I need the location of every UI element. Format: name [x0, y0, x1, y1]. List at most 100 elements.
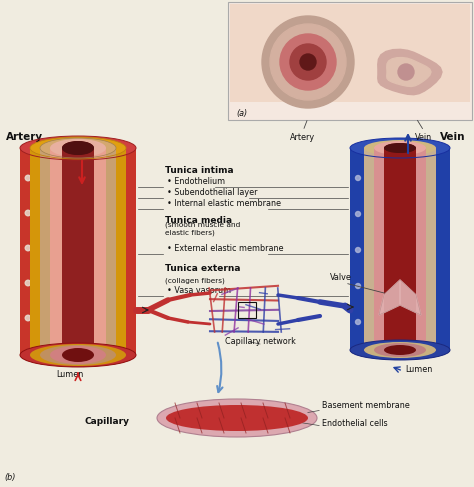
Bar	[20, 148, 136, 355]
Polygon shape	[378, 49, 442, 94]
Text: • External elastic membrane: • External elastic membrane	[167, 244, 283, 253]
Ellipse shape	[384, 345, 416, 355]
Ellipse shape	[40, 345, 116, 365]
Circle shape	[374, 247, 379, 252]
Ellipse shape	[40, 345, 116, 365]
Ellipse shape	[20, 343, 136, 367]
Circle shape	[61, 245, 67, 251]
Circle shape	[79, 280, 85, 286]
Text: • Vasa vasorum: • Vasa vasorum	[167, 286, 231, 295]
Circle shape	[374, 211, 379, 217]
Text: Tunica media: Tunica media	[165, 216, 232, 225]
Ellipse shape	[384, 143, 416, 153]
Circle shape	[356, 319, 361, 324]
Ellipse shape	[157, 399, 317, 437]
Text: Capillary network: Capillary network	[225, 337, 295, 346]
Text: Vein: Vein	[440, 132, 465, 142]
Ellipse shape	[364, 140, 436, 156]
Ellipse shape	[20, 136, 136, 160]
Ellipse shape	[374, 343, 426, 357]
Circle shape	[290, 44, 326, 80]
Ellipse shape	[30, 137, 126, 159]
Circle shape	[43, 245, 49, 251]
Text: Basement membrane: Basement membrane	[322, 401, 410, 410]
Polygon shape	[387, 57, 431, 87]
Bar	[30, 148, 126, 355]
Text: (a): (a)	[236, 109, 247, 118]
Circle shape	[25, 175, 31, 181]
Text: Vein: Vein	[415, 133, 433, 142]
Text: Tunica externa: Tunica externa	[165, 264, 240, 273]
Text: • Internal elastic membrane: • Internal elastic membrane	[167, 199, 281, 208]
Circle shape	[25, 350, 31, 356]
Circle shape	[25, 315, 31, 321]
Bar	[50, 148, 106, 355]
Ellipse shape	[62, 348, 94, 362]
Circle shape	[79, 210, 85, 216]
Bar	[230, 4, 470, 102]
Circle shape	[398, 64, 414, 80]
Text: Lumen: Lumen	[405, 365, 432, 374]
Ellipse shape	[20, 343, 136, 367]
Circle shape	[356, 283, 361, 288]
Circle shape	[392, 319, 396, 324]
Text: Lumen: Lumen	[56, 370, 83, 379]
Circle shape	[61, 350, 67, 356]
Ellipse shape	[62, 141, 94, 155]
Circle shape	[61, 315, 67, 321]
Circle shape	[25, 210, 31, 216]
Polygon shape	[400, 280, 421, 315]
Circle shape	[356, 211, 361, 217]
Ellipse shape	[364, 342, 436, 358]
Circle shape	[280, 34, 336, 90]
Circle shape	[392, 175, 396, 181]
Bar	[384, 148, 416, 350]
Text: (collagen fibers): (collagen fibers)	[165, 277, 225, 283]
Ellipse shape	[384, 345, 416, 355]
Circle shape	[262, 16, 354, 108]
Circle shape	[25, 280, 31, 286]
Circle shape	[61, 280, 67, 286]
Bar	[228, 2, 472, 120]
Bar	[62, 148, 94, 355]
Polygon shape	[379, 280, 400, 315]
Circle shape	[25, 245, 31, 251]
Bar	[350, 148, 450, 350]
Bar	[40, 148, 116, 355]
Ellipse shape	[30, 344, 126, 366]
Circle shape	[43, 210, 49, 216]
Ellipse shape	[50, 139, 106, 157]
Bar	[364, 148, 436, 350]
Circle shape	[392, 247, 396, 252]
Text: • Subendothelial layer: • Subendothelial layer	[167, 188, 257, 197]
Circle shape	[356, 247, 361, 252]
Ellipse shape	[350, 340, 450, 360]
Circle shape	[392, 283, 396, 288]
Circle shape	[270, 24, 346, 100]
Ellipse shape	[350, 138, 450, 158]
Text: Endothelial cells: Endothelial cells	[322, 419, 388, 428]
Ellipse shape	[50, 346, 106, 364]
Circle shape	[79, 245, 85, 251]
Circle shape	[374, 175, 379, 181]
Ellipse shape	[50, 346, 106, 364]
Circle shape	[79, 175, 85, 181]
Bar	[374, 148, 426, 350]
Circle shape	[79, 315, 85, 321]
Text: Artery: Artery	[6, 132, 43, 142]
Text: (smooth muscle and
elastic fibers): (smooth muscle and elastic fibers)	[165, 222, 240, 236]
Circle shape	[43, 280, 49, 286]
Circle shape	[61, 175, 67, 181]
Circle shape	[79, 350, 85, 356]
Circle shape	[43, 315, 49, 321]
Ellipse shape	[30, 344, 126, 366]
Ellipse shape	[166, 405, 308, 431]
Ellipse shape	[62, 141, 94, 155]
Ellipse shape	[384, 143, 416, 153]
Text: Tunica intima: Tunica intima	[165, 166, 234, 175]
Text: Valve: Valve	[330, 273, 352, 282]
Ellipse shape	[350, 340, 450, 360]
Circle shape	[392, 211, 396, 217]
Ellipse shape	[374, 343, 426, 357]
Text: • Endothelium: • Endothelium	[167, 177, 225, 186]
